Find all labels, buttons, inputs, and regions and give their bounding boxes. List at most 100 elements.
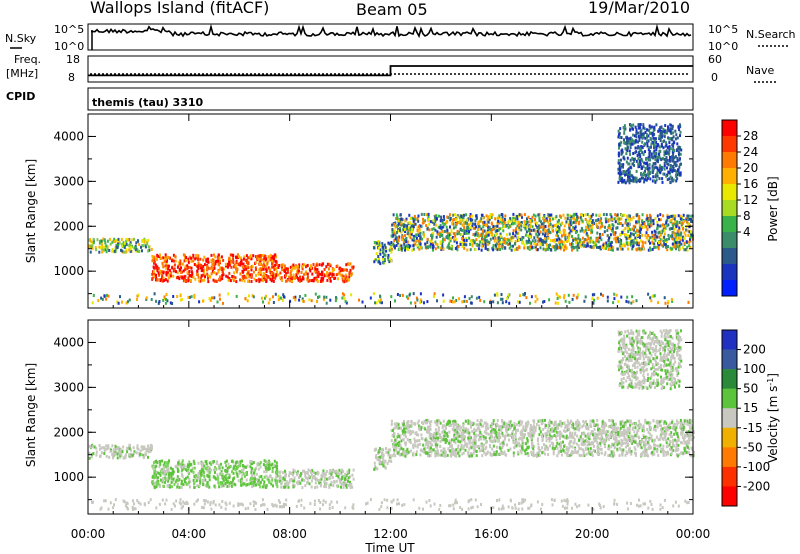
power-cell — [378, 260, 381, 264]
power-cell — [655, 165, 658, 169]
velocity-cell — [148, 447, 151, 451]
power-cell — [219, 275, 221, 279]
velocity-cell — [139, 449, 142, 453]
power-cell — [601, 245, 603, 249]
power-cell — [660, 231, 663, 235]
power-cell — [624, 173, 626, 177]
power-cell — [564, 216, 567, 220]
power-cell — [239, 263, 242, 267]
power-cell — [153, 255, 156, 259]
power-cell — [434, 220, 437, 224]
power-cell — [660, 229, 663, 233]
power-cell — [524, 226, 527, 230]
velocity-cell — [88, 444, 91, 448]
power-cell — [410, 224, 413, 228]
power-cell — [680, 231, 683, 235]
power-cell — [220, 277, 223, 281]
velocity-cell — [488, 436, 491, 440]
power-cell — [635, 238, 638, 242]
power-cell — [613, 237, 616, 241]
power-cell — [282, 263, 285, 267]
power-cell — [640, 176, 643, 180]
power-cell — [539, 242, 542, 246]
power-cell — [536, 222, 539, 226]
power-near-range-cell — [103, 294, 106, 298]
power-cell — [510, 220, 513, 224]
power-cell — [105, 244, 108, 248]
power-cell — [444, 229, 446, 233]
power-cell — [650, 125, 653, 129]
power-cell — [641, 226, 643, 229]
velocity-cell — [652, 427, 655, 431]
power-cell — [483, 234, 486, 238]
power-cell — [301, 267, 304, 271]
velocity-cell — [325, 482, 328, 485]
power-cell — [547, 247, 549, 251]
power-cell — [397, 219, 400, 222]
power-cell — [426, 227, 429, 231]
power-cell — [235, 266, 237, 270]
velocity-cell — [611, 454, 614, 458]
power-cell — [420, 212, 423, 216]
power-cell — [666, 224, 669, 228]
power-cell — [638, 135, 640, 138]
velocity-cell — [161, 480, 164, 484]
power-cell — [409, 236, 412, 240]
power-cell — [579, 238, 582, 242]
velocity-cell — [502, 439, 505, 443]
power-cell — [418, 239, 420, 243]
power-cell — [625, 169, 628, 173]
power-cell — [405, 227, 408, 231]
power-cell — [514, 234, 517, 238]
velocity-cell — [228, 481, 231, 485]
power-cell — [388, 242, 391, 246]
power-cell — [583, 230, 585, 234]
power-cell — [679, 217, 682, 221]
velocity-cell — [598, 447, 601, 451]
power-cell — [391, 223, 394, 227]
velocity-cell — [175, 478, 178, 482]
velocity-cell — [312, 476, 315, 480]
power-cell — [615, 236, 618, 240]
velocity-cell — [159, 484, 161, 488]
power-cell — [168, 268, 171, 272]
power-cell — [390, 241, 393, 244]
power-cell — [668, 150, 671, 154]
power-cell — [568, 234, 571, 238]
power-cell — [90, 244, 92, 248]
power-cell — [687, 214, 690, 218]
power-cell — [618, 143, 621, 147]
velocity-cell — [190, 462, 193, 466]
velocity-cell — [573, 448, 576, 451]
power-cell — [212, 278, 215, 282]
power-near-range-cell — [613, 292, 616, 296]
power-cell — [552, 229, 555, 233]
power-cell — [518, 213, 521, 217]
power-cell — [345, 263, 348, 267]
power-near-range-cell — [416, 298, 419, 302]
power-near-range-cell — [310, 299, 313, 303]
power-cell — [125, 242, 127, 246]
power-cell — [642, 152, 645, 156]
power-cell — [159, 269, 162, 273]
power-cell — [643, 142, 646, 146]
power-cell — [628, 220, 631, 224]
power-cell — [302, 277, 305, 281]
velocity-cell — [239, 461, 242, 465]
velocity-cell — [162, 463, 165, 467]
power-cell — [490, 228, 493, 231]
power-cell — [639, 131, 642, 135]
power-cell — [679, 152, 682, 156]
velocity-cell — [562, 440, 564, 444]
power-cell — [403, 223, 406, 227]
power-cell — [605, 241, 608, 245]
power-cell — [115, 239, 118, 242]
noise-trace — [90, 23, 692, 39]
power-cell — [120, 238, 123, 241]
date-title: 19/Mar/2010 — [588, 0, 690, 17]
power-cell — [676, 136, 679, 140]
power-cell — [440, 232, 443, 235]
power-cell — [658, 177, 661, 181]
power-cell — [563, 228, 566, 232]
